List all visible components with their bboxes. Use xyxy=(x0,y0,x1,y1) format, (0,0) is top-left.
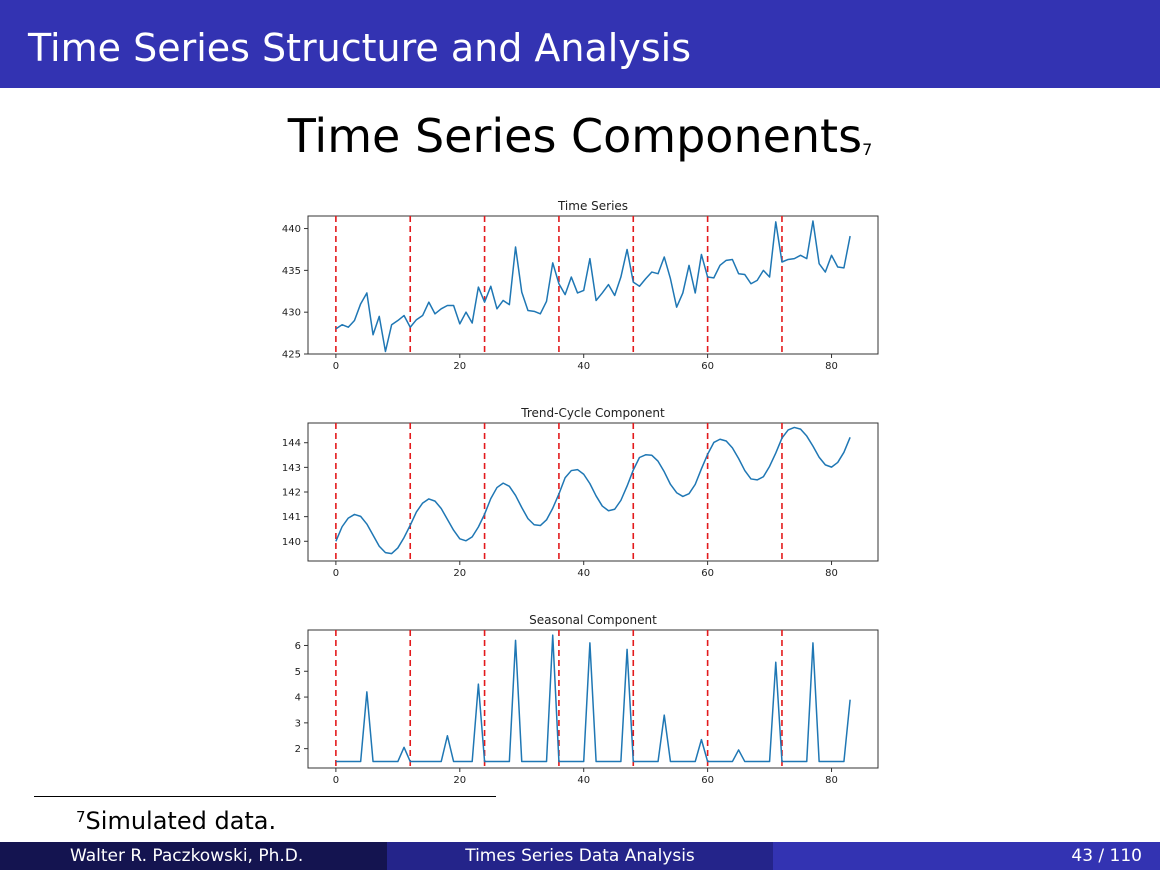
footnote: 7Simulated data. xyxy=(76,806,276,836)
x-tick-label: 60 xyxy=(701,361,714,372)
x-tick-label: 0 xyxy=(333,361,339,372)
y-tick-label: 3 xyxy=(295,718,301,729)
y-tick-label: 2 xyxy=(295,744,301,755)
y-tick-label: 6 xyxy=(295,641,301,652)
y-tick-label: 425 xyxy=(282,350,301,361)
footer-author: Walter R. Paczkowski, Ph.D. xyxy=(70,846,304,866)
y-tick-label: 5 xyxy=(295,667,301,678)
x-tick-label: 60 xyxy=(701,775,714,786)
x-tick-label: 0 xyxy=(333,568,339,579)
x-tick-label: 20 xyxy=(453,775,466,786)
footer-right-section: 43 / 110 xyxy=(773,842,1160,870)
x-tick-label: 40 xyxy=(577,775,590,786)
footer-page-number: 43 / 110 xyxy=(1071,846,1142,866)
series-line xyxy=(335,220,851,353)
x-tick-label: 0 xyxy=(333,775,339,786)
footer-middle-section: Times Series Data Analysis xyxy=(387,842,773,870)
footnote-mark: 7 xyxy=(76,808,86,826)
y-tick-label: 440 xyxy=(282,224,301,235)
x-tick-label: 40 xyxy=(577,568,590,579)
chart-title: Trend-Cycle Component xyxy=(520,406,665,420)
x-tick-label: 20 xyxy=(453,568,466,579)
y-tick-label: 435 xyxy=(282,266,301,277)
trend-cycle-chart: Trend-Cycle Component 0 20 40 60 80 140 141 142 1… xyxy=(282,406,879,579)
footer-left-section: Walter R. Paczkowski, Ph.D. xyxy=(0,842,387,870)
series-line xyxy=(335,426,851,555)
y-tick-label: 142 xyxy=(282,488,301,499)
x-tick-label: 80 xyxy=(825,775,838,786)
footer-bar: Walter R. Paczkowski, Ph.D. Times Series… xyxy=(0,842,1160,870)
chart-title: Seasonal Component xyxy=(529,613,657,627)
x-tick-label: 40 xyxy=(577,361,590,372)
plot-frame xyxy=(307,629,879,769)
slide-title: Time Series Components7 xyxy=(0,108,1160,164)
y-tick-label: 141 xyxy=(282,512,301,523)
chart-title: Time Series xyxy=(557,199,628,213)
plot-frame xyxy=(307,215,879,355)
slide-title-footnote-mark: 7 xyxy=(862,140,873,159)
x-tick-label: 20 xyxy=(453,361,466,372)
x-tick-label: 80 xyxy=(825,568,838,579)
x-tick-label: 80 xyxy=(825,361,838,372)
time-series-chart: Time Series 0 20 40 60 80 425 430 435 440 xyxy=(282,199,879,372)
footer-talk-title: Times Series Data Analysis xyxy=(465,846,695,866)
y-tick-label: 4 xyxy=(295,693,301,704)
plot-frame xyxy=(307,422,879,562)
series-line xyxy=(335,634,851,763)
y-tick-label: 140 xyxy=(282,537,301,548)
x-tick-label: 60 xyxy=(701,568,714,579)
seasonal-chart: Seasonal Component 0 20 40 60 80 2 3 4 5 6 xyxy=(295,613,879,786)
header-bar: Time Series Structure and Analysis xyxy=(0,0,1160,88)
y-tick-label: 144 xyxy=(282,438,301,449)
y-tick-label: 143 xyxy=(282,463,301,474)
footnote-rule xyxy=(34,796,496,797)
slide-title-text: Time Series Components xyxy=(287,109,863,163)
footnote-text: Simulated data. xyxy=(85,807,277,835)
header-title: Time Series Structure and Analysis xyxy=(28,26,691,70)
y-tick-label: 430 xyxy=(282,308,301,319)
